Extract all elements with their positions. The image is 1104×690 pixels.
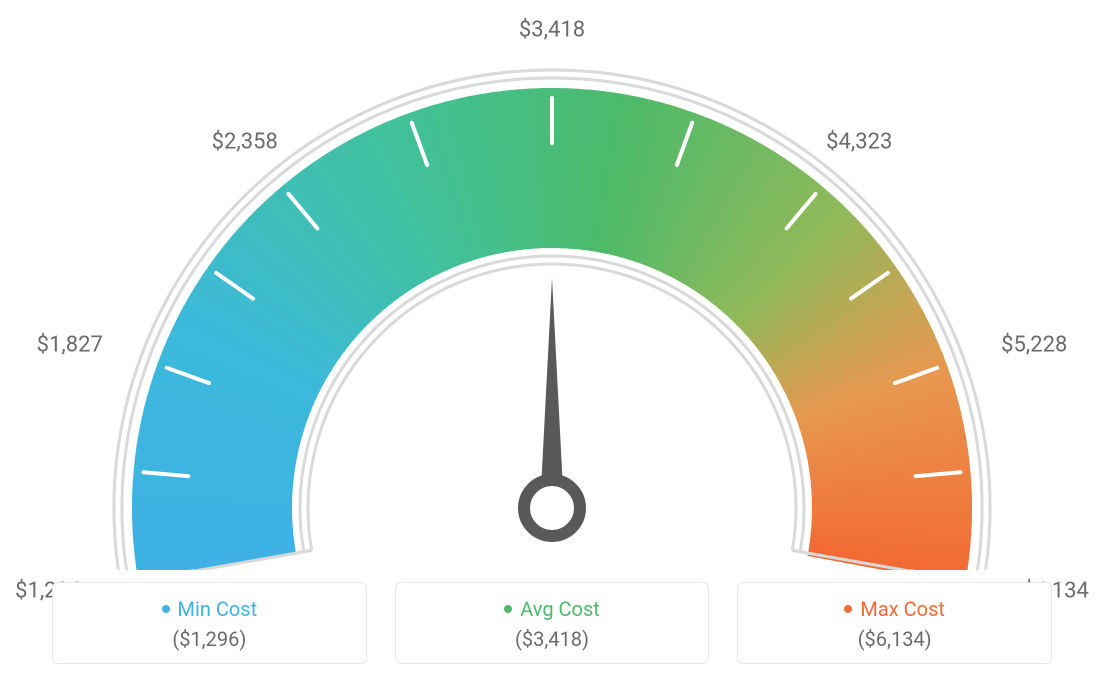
legend-value-avg: ($3,418): [406, 627, 699, 651]
scale-label: $4,323: [826, 129, 892, 154]
scale-label: $2,358: [212, 129, 278, 154]
scale-label: $1,827: [37, 332, 103, 357]
gauge-svg: [52, 10, 1052, 570]
legend-title-avg: Avg Cost: [504, 597, 600, 621]
legend-value-min: ($1,296): [63, 627, 356, 651]
gauge-hub: [524, 480, 580, 536]
legend-row: Min Cost ($1,296) Avg Cost ($3,418) Max …: [52, 582, 1052, 664]
legend-dot-avg: [504, 605, 512, 613]
legend-card-min: Min Cost ($1,296): [52, 582, 367, 664]
legend-value-max: ($6,134): [748, 627, 1041, 651]
gauge-needle: [540, 278, 564, 508]
legend-label-min: Min Cost: [178, 597, 258, 621]
legend-card-avg: Avg Cost ($3,418): [395, 582, 710, 664]
legend-dot-max: [844, 605, 852, 613]
scale-label: $5,228: [1001, 332, 1067, 357]
legend-dot-min: [162, 605, 170, 613]
scale-label: $3,418: [519, 18, 585, 43]
legend-title-max: Max Cost: [844, 597, 945, 621]
legend-title-min: Min Cost: [162, 597, 258, 621]
legend-label-max: Max Cost: [860, 597, 945, 621]
cost-gauge: $1,296$1,827$2,358$3,418$4,323$5,228$6,1…: [52, 10, 1052, 570]
legend-card-max: Max Cost ($6,134): [737, 582, 1052, 664]
legend-label-avg: Avg Cost: [520, 597, 600, 621]
